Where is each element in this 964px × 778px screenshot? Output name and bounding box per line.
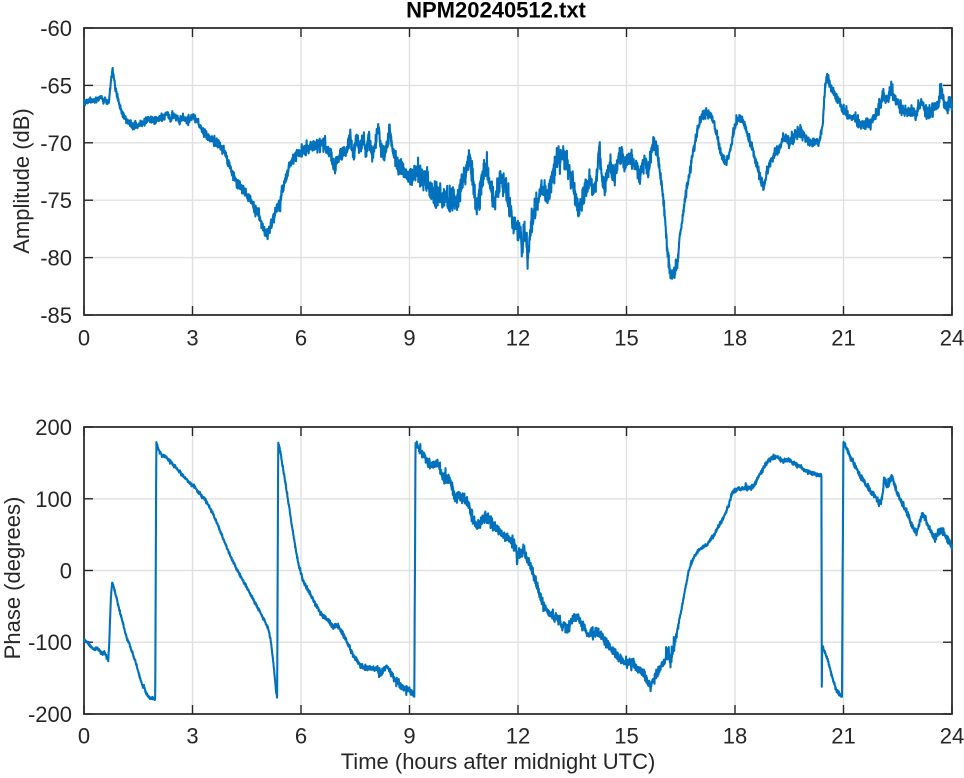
svg-text:0: 0	[60, 559, 72, 584]
svg-text:0: 0	[78, 326, 90, 351]
svg-text:Phase (degrees): Phase (degrees)	[0, 497, 25, 660]
svg-text:6: 6	[295, 724, 307, 749]
svg-text:NPM20240512.txt: NPM20240512.txt	[406, 0, 586, 23]
svg-text:24: 24	[940, 724, 964, 749]
svg-text:Amplitude (dB): Amplitude (dB)	[9, 108, 34, 254]
svg-text:100: 100	[35, 487, 72, 512]
svg-text:18: 18	[723, 326, 747, 351]
svg-text:Time (hours after midnight UTC: Time (hours after midnight UTC)	[341, 749, 656, 774]
svg-text:-100: -100	[28, 630, 72, 655]
svg-text:21: 21	[831, 724, 855, 749]
svg-text:24: 24	[940, 326, 964, 351]
svg-text:9: 9	[403, 326, 415, 351]
svg-text:-65: -65	[40, 73, 72, 98]
svg-text:9: 9	[403, 724, 415, 749]
svg-text:21: 21	[831, 326, 855, 351]
svg-text:-75: -75	[40, 188, 72, 213]
svg-text:12: 12	[506, 724, 530, 749]
svg-text:3: 3	[186, 724, 198, 749]
svg-text:3: 3	[186, 326, 198, 351]
svg-text:-200: -200	[28, 702, 72, 727]
svg-text:-60: -60	[40, 16, 72, 41]
svg-text:0: 0	[78, 724, 90, 749]
svg-text:15: 15	[614, 326, 638, 351]
svg-text:200: 200	[35, 415, 72, 440]
svg-text:-85: -85	[40, 303, 72, 328]
svg-text:15: 15	[614, 724, 638, 749]
svg-text:6: 6	[295, 326, 307, 351]
svg-text:-70: -70	[40, 131, 72, 156]
svg-text:12: 12	[506, 326, 530, 351]
svg-text:-80: -80	[40, 246, 72, 271]
svg-text:18: 18	[723, 724, 747, 749]
